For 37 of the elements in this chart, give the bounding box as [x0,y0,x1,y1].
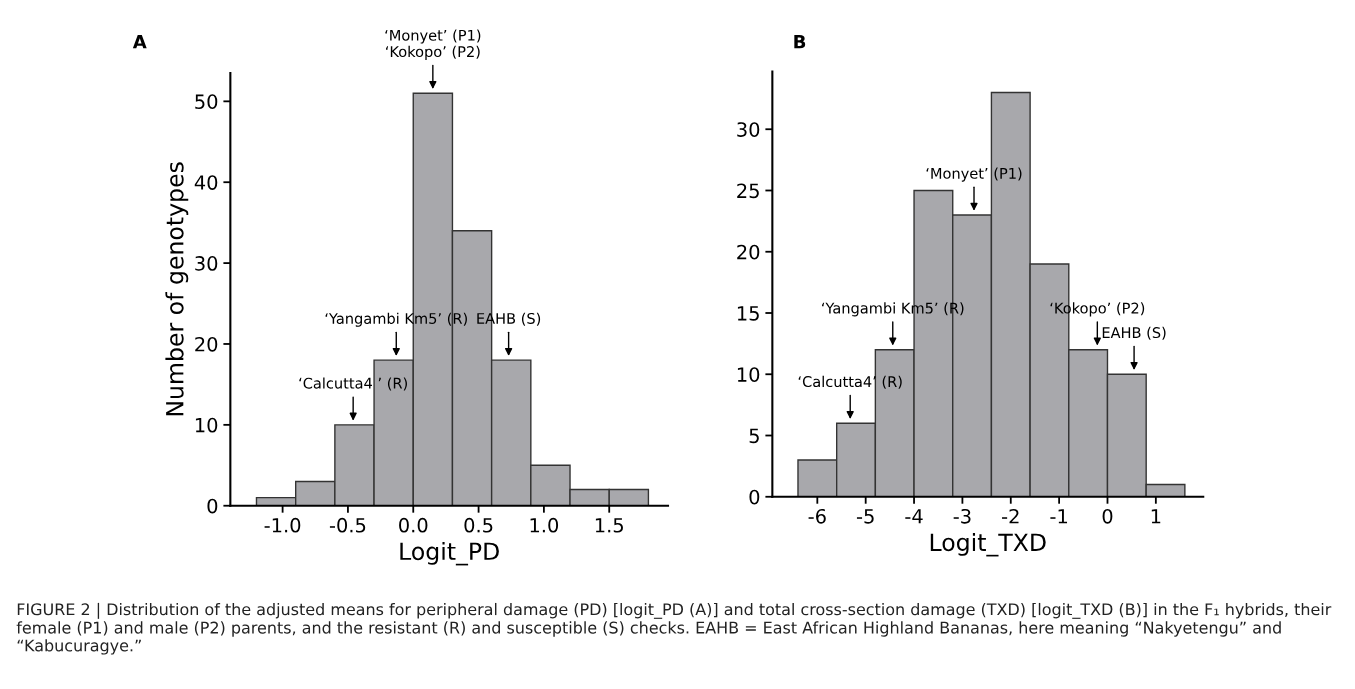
x-tick-label: 0.5 [464,517,493,533]
annotation: ‘Calcutta4 ’ (R) [299,377,407,391]
chart-title: B [794,35,806,49]
y-tick-label: 40 [194,175,218,190]
x-axis-title: Logit_TXD [930,532,1046,557]
x-tick-label: -0.5 [329,517,366,533]
x-tick-label: 1.0 [530,517,559,533]
y-tick-label: 10 [195,417,218,433]
y-tick-label: 50 [195,94,218,109]
y-axis-title: Number of genotypes [165,162,189,416]
y-tick-label: 15 [737,306,759,321]
x-tick-label: -1.0 [264,517,301,533]
x-axis-title: Logit_PD [400,541,499,566]
y-tick-label: 10 [737,367,760,382]
x-tick-label: -5 [856,509,874,524]
x-tick-label: -4 [905,509,923,524]
x-tick-label: -6 [808,508,826,524]
x-tick-label: -3 [953,508,971,524]
x-tick-label: 1.5 [595,518,623,533]
annotation: ‘Monyet’ (P1) ‘Kokopo’ (P2) [385,29,481,60]
x-tick-label: -2 [1002,508,1019,524]
y-tick-label: 20 [195,336,218,352]
x-tick-label: 0.0 [399,517,428,533]
y-tick-label: 0 [749,489,760,505]
x-tick-label: 0 [1102,508,1113,524]
y-tick-label: 25 [737,183,759,199]
y-tick-label: 30 [195,256,218,271]
y-tick-label: 20 [737,244,760,260]
chart-title: A [132,35,147,49]
y-tick-label: 5 [749,428,759,444]
y-tick-label: 30 [737,122,760,137]
caption: FIGURE 2 | Distribution of the adjusted means for peripheral damage (PD) [logit_PD (A)] and total cross-section damage (TXD) [logit_TXD (B)] in the F₁ hybrids, their female (P1) and male (P2) parents, and the resistant (R) and susceptible (S) checks. EAHB = East African Highland Bananas, here meaning “Nakyetengu” and “Kabucuragye.” [16,602,1332,655]
y-tick-label: 0 [207,498,218,514]
annotation: ‘Monyet’ (P1) [926,167,1022,182]
x-tick-label: -1 [1050,509,1068,524]
x-tick-label: 1 [1151,509,1161,524]
annotation: EAHB (S) [1102,326,1166,340]
